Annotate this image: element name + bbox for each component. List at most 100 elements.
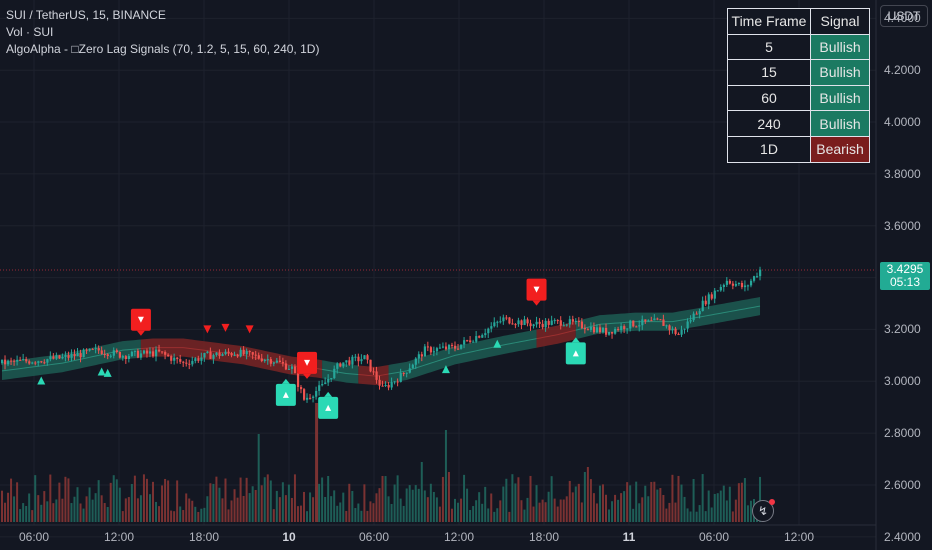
- candle-body: [423, 346, 426, 357]
- candle-body: [529, 323, 532, 327]
- volume-bar: [420, 462, 423, 522]
- volume-bar: [145, 478, 148, 522]
- candle-body: [354, 356, 357, 358]
- volume-bar: [432, 491, 435, 522]
- candle-body: [315, 390, 318, 397]
- candle-body: [351, 356, 354, 365]
- candle-body: [716, 290, 719, 292]
- volume-bar: [315, 403, 319, 522]
- signal-cell: Bullish: [810, 110, 870, 137]
- volume-bar: [719, 490, 722, 522]
- volume-bar: [589, 479, 592, 522]
- volume-bar: [67, 478, 70, 522]
- volume-bar: [408, 485, 411, 522]
- volume-bar: [4, 502, 7, 522]
- volume-bar: [375, 493, 378, 522]
- up-arrow-icon: [325, 404, 332, 411]
- volume-bar: [263, 477, 266, 522]
- candle-body: [173, 357, 176, 361]
- currency-button[interactable]: USDT: [880, 5, 928, 27]
- volume-bar: [466, 488, 469, 522]
- volume-bar: [142, 474, 145, 522]
- signal-cell: Bullish: [810, 84, 870, 112]
- volume-bar: [614, 494, 617, 522]
- candle-body: [435, 348, 439, 352]
- volume-bar: [695, 511, 698, 522]
- candle-body: [508, 317, 511, 324]
- candle-body: [405, 372, 408, 374]
- candle-body: [520, 320, 523, 326]
- candle-body: [152, 351, 155, 357]
- candle-body: [25, 359, 28, 362]
- volume-bar: [336, 505, 339, 522]
- volume-bar: [94, 493, 97, 522]
- candle-body: [617, 328, 620, 331]
- bear-band: [358, 364, 389, 386]
- volume-bar: [100, 495, 103, 522]
- volume-bar: [592, 493, 595, 522]
- candle-body: [312, 396, 315, 398]
- signal-row: 60 Bullish: [727, 84, 870, 112]
- volume-bar: [743, 478, 746, 522]
- volume-bar: [535, 485, 538, 522]
- volume-bar: [553, 498, 556, 522]
- candle-body: [611, 331, 614, 334]
- volume-bar: [384, 476, 387, 522]
- candle-body: [457, 348, 460, 350]
- candle-body: [692, 313, 695, 321]
- volume-bar: [707, 490, 710, 522]
- volume-bar: [605, 494, 607, 522]
- candle-body: [194, 358, 197, 361]
- volume-bar: [746, 505, 749, 522]
- candle-body: [106, 354, 109, 356]
- candle-body: [269, 359, 272, 364]
- candle-body: [37, 361, 40, 363]
- candle-body: [396, 381, 399, 383]
- candle-body: [420, 354, 423, 357]
- last-price-tag: 3.4295 05:13: [880, 262, 930, 290]
- candle-body: [734, 284, 738, 286]
- lightning-icon[interactable]: ↯: [752, 499, 775, 522]
- signal-row: 15 Bullish: [727, 59, 870, 86]
- candle-body: [740, 282, 744, 288]
- candle-body: [532, 324, 535, 327]
- volume-bar: [290, 497, 293, 522]
- volume-legend: Vol · SUI: [6, 25, 54, 39]
- volume-bar: [10, 478, 13, 522]
- candle-body: [686, 321, 689, 329]
- volume-bar: [508, 511, 511, 522]
- volume-bar: [574, 486, 577, 522]
- volume-bar: [88, 487, 91, 522]
- volume-bar: [239, 477, 242, 522]
- candle-body: [19, 359, 22, 361]
- candle-body: [429, 347, 433, 353]
- volume-bar: [629, 485, 632, 522]
- candle-body: [16, 359, 19, 362]
- candle-body: [88, 348, 91, 351]
- volume-bar: [203, 507, 206, 522]
- volume-bar: [13, 496, 16, 522]
- volume-bar: [139, 495, 142, 522]
- candle-body: [387, 385, 390, 388]
- volume-bar: [490, 493, 493, 522]
- candle-body: [287, 368, 291, 370]
- candle-body: [155, 349, 158, 357]
- candle-body: [460, 344, 463, 349]
- candle-body: [454, 345, 457, 349]
- bullish-signal-pointer: [324, 391, 333, 397]
- candle-body: [556, 320, 559, 322]
- candle-body: [85, 349, 88, 351]
- candle-body: [257, 355, 260, 359]
- volume-bar: [399, 498, 402, 522]
- candle-body: [1, 359, 4, 364]
- candle-body: [402, 372, 405, 374]
- candle-body: [620, 326, 623, 331]
- volume-bar: [538, 502, 541, 522]
- volume-bar: [342, 492, 345, 522]
- volume-bar: [683, 496, 686, 522]
- volume-bar: [55, 499, 58, 522]
- volume-bar: [423, 490, 426, 522]
- down-arrow-icon: [304, 359, 311, 366]
- volume-bar: [76, 487, 79, 522]
